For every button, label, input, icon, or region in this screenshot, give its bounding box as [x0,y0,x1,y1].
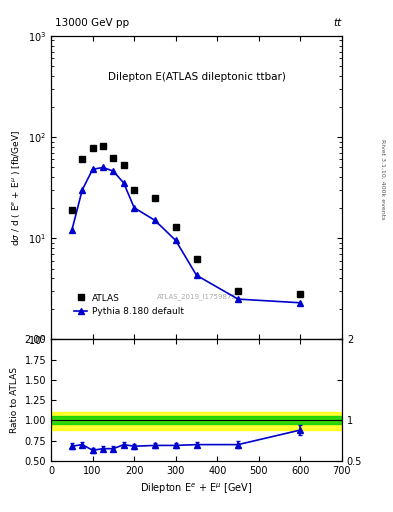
ATLAS [236,288,241,294]
Pythia 8.180 default [90,166,95,173]
Pythia 8.180 default [101,164,105,170]
ATLAS [152,195,157,201]
Y-axis label: Ratio to ATLAS: Ratio to ATLAS [10,367,19,433]
ATLAS [173,224,178,230]
Bar [51,416,342,424]
ATLAS [194,256,199,262]
ATLAS [70,207,74,213]
Line: ATLAS: ATLAS [68,142,304,297]
Pythia 8.180 default [194,272,199,279]
Y-axis label: d$\sigma$ / d ( E$^{e}$ + E$^{\mu}$ ) [fb/GeV]: d$\sigma$ / d ( E$^{e}$ + E$^{\mu}$ ) [f… [10,130,22,246]
Pythia 8.180 default [80,187,84,193]
Pythia 8.180 default [236,296,241,302]
Text: 13000 GeV pp: 13000 GeV pp [55,18,129,28]
Text: ATLAS_2019_I1759875: ATLAS_2019_I1759875 [157,293,236,300]
Pythia 8.180 default [111,168,116,174]
Pythia 8.180 default [132,205,136,211]
ATLAS [90,145,95,151]
ATLAS [298,291,303,297]
ATLAS [121,162,126,168]
Text: tt: tt [334,18,342,28]
ATLAS [101,143,105,149]
X-axis label: Dilepton E$^{e}$ + E$^{\mu}$ [GeV]: Dilepton E$^{e}$ + E$^{\mu}$ [GeV] [140,481,253,496]
Pythia 8.180 default [70,227,74,233]
Pythia 8.180 default [152,217,157,223]
Pythia 8.180 default [173,238,178,244]
ATLAS [80,156,84,162]
Text: Rivet 3.1.10, 400k events: Rivet 3.1.10, 400k events [381,139,386,220]
Line: Pythia 8.180 default: Pythia 8.180 default [68,164,304,306]
Text: Dilepton E(ATLAS dileptonic ttbar): Dilepton E(ATLAS dileptonic ttbar) [108,72,285,82]
Pythia 8.180 default [298,300,303,306]
Legend: ATLAS, Pythia 8.180 default: ATLAS, Pythia 8.180 default [70,290,187,319]
Pythia 8.180 default [121,180,126,186]
ATLAS [111,155,116,161]
Bar [51,412,342,430]
ATLAS [132,187,136,193]
